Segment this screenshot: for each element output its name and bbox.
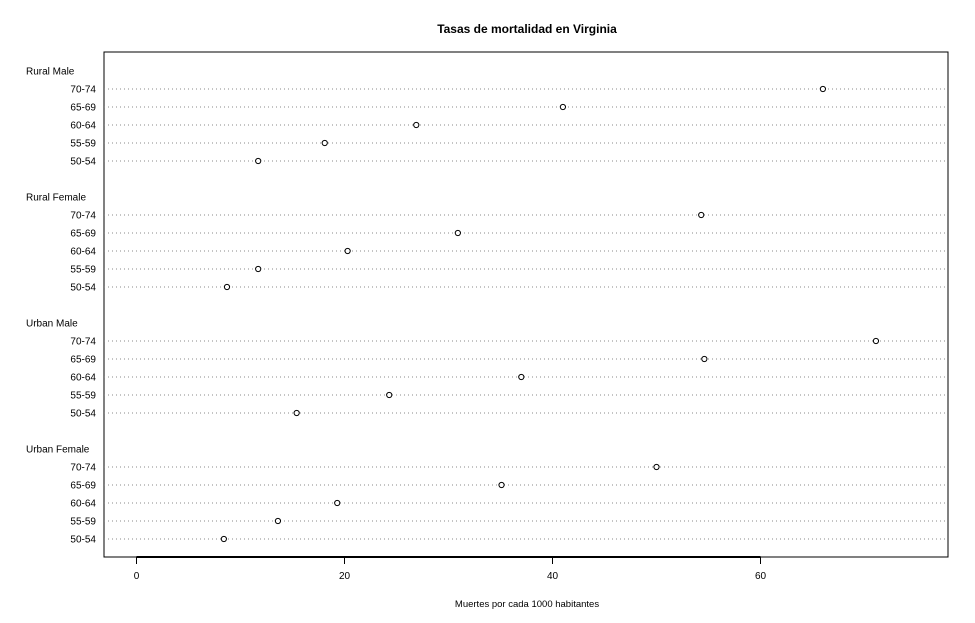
data-point xyxy=(819,85,827,93)
data-point xyxy=(321,139,328,147)
row-label: 55-59 xyxy=(70,139,96,150)
data-point xyxy=(255,265,262,273)
row-label: 60-64 xyxy=(70,499,96,510)
row-label: 65-69 xyxy=(70,481,96,492)
data-point xyxy=(872,337,880,345)
data-point xyxy=(386,391,393,399)
x-axis-label: Muertes por cada 1000 habitantes xyxy=(455,599,599,610)
row-label: 50-54 xyxy=(70,157,96,168)
row-label: 65-69 xyxy=(70,103,96,114)
chart-title: Tasas de mortalidad en Virginia xyxy=(437,22,617,36)
row-label: 60-64 xyxy=(70,373,96,384)
row-label: 60-64 xyxy=(70,121,96,132)
row-label: 55-59 xyxy=(70,391,96,402)
data-point xyxy=(223,283,231,291)
grid-lines xyxy=(104,88,948,540)
x-tick-label: 20 xyxy=(339,571,351,582)
row-label: 50-54 xyxy=(70,283,96,294)
row-label: 60-64 xyxy=(70,247,96,258)
group-label: Rural Male xyxy=(26,67,75,78)
group-label: Urban Female xyxy=(26,445,90,456)
row-label: 70-74 xyxy=(70,85,96,96)
data-point xyxy=(701,355,708,363)
row-label: 65-69 xyxy=(70,229,96,240)
data-points xyxy=(220,85,880,543)
x-axis: 0 20 40 60 xyxy=(134,556,767,582)
x-tick-label: 60 xyxy=(755,571,767,582)
data-point xyxy=(220,535,227,543)
data-point xyxy=(454,229,461,237)
data-point xyxy=(698,211,705,219)
plot-frame xyxy=(103,51,949,558)
data-point xyxy=(559,103,567,111)
group-label: Rural Female xyxy=(26,193,86,204)
data-point xyxy=(498,481,505,489)
row-label: 65-69 xyxy=(70,355,96,366)
data-point xyxy=(274,517,282,525)
row-label: 70-74 xyxy=(70,463,96,474)
row-label: 70-74 xyxy=(70,211,96,222)
row-label: 70-74 xyxy=(70,337,96,348)
row-labels: Rural Male 70-74 65-69 60-64 55-59 50-54 Rural… xyxy=(26,67,96,546)
row-label: 55-59 xyxy=(70,265,96,276)
data-point xyxy=(334,499,341,507)
data-point xyxy=(344,247,351,255)
data-point xyxy=(255,157,262,165)
data-point xyxy=(293,409,300,417)
data-point xyxy=(413,121,420,129)
row-label: 55-59 xyxy=(70,517,96,528)
group-label: Urban Male xyxy=(26,319,78,330)
row-label: 50-54 xyxy=(70,409,96,420)
row-label: 50-54 xyxy=(70,535,96,546)
x-tick-label: 0 xyxy=(134,571,140,582)
data-point xyxy=(518,373,525,381)
x-tick-label: 40 xyxy=(547,571,559,582)
data-point xyxy=(653,463,660,471)
